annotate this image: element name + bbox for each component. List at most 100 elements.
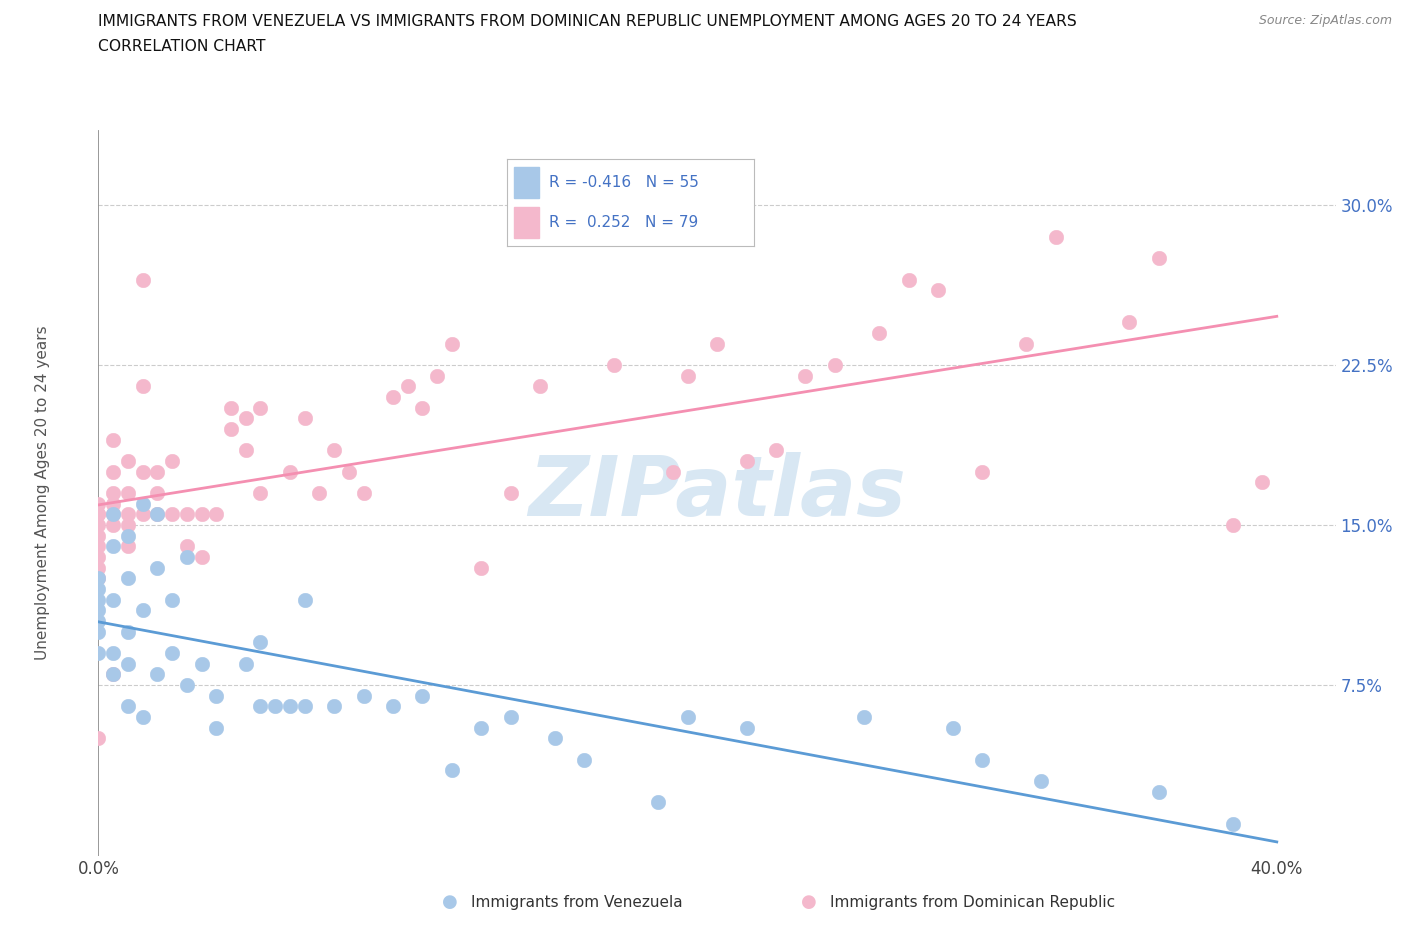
Point <box>101 507 124 522</box>
Point <box>897 272 920 287</box>
Point <box>1147 251 1170 266</box>
Point <box>87 571 110 586</box>
Point <box>824 357 846 372</box>
Point <box>87 614 110 629</box>
Point <box>499 485 522 500</box>
Point <box>544 731 567 746</box>
Point <box>235 657 257 671</box>
Text: Immigrants from Venezuela: Immigrants from Venezuela <box>471 895 683 910</box>
Point <box>117 657 139 671</box>
Point <box>176 550 198 565</box>
Point <box>1147 784 1170 799</box>
Point <box>1222 517 1244 532</box>
Point <box>87 731 110 746</box>
Point <box>1015 336 1038 351</box>
Point <box>131 272 153 287</box>
Point <box>87 528 110 543</box>
Point <box>205 507 228 522</box>
Point <box>176 507 198 522</box>
Point <box>190 507 212 522</box>
Point <box>603 357 626 372</box>
Point <box>499 710 522 724</box>
Point <box>972 464 994 479</box>
Point <box>117 571 139 586</box>
Point <box>294 592 316 607</box>
Point <box>117 485 139 500</box>
Point <box>131 379 153 393</box>
Point <box>706 336 728 351</box>
Point <box>249 698 271 713</box>
Point <box>117 454 139 469</box>
Point <box>278 698 301 713</box>
Point <box>87 517 110 532</box>
Point <box>440 763 463 777</box>
Point <box>87 571 110 586</box>
Point <box>249 635 271 650</box>
Point <box>278 464 301 479</box>
Point <box>868 326 890 340</box>
Point <box>101 667 124 682</box>
Point <box>396 379 419 393</box>
Point <box>382 390 405 405</box>
Point <box>574 752 596 767</box>
Point <box>308 485 330 500</box>
Point <box>146 464 169 479</box>
Point <box>1045 230 1067 245</box>
Point <box>101 464 124 479</box>
Point <box>353 485 375 500</box>
Point <box>662 464 685 479</box>
Text: R =  0.252   N = 79: R = 0.252 N = 79 <box>548 215 697 231</box>
Point <box>176 538 198 553</box>
Point <box>131 464 153 479</box>
Point <box>470 720 492 735</box>
Point <box>972 752 994 767</box>
Point <box>131 710 153 724</box>
Text: CORRELATION CHART: CORRELATION CHART <box>98 39 266 54</box>
Point <box>160 645 183 660</box>
Point <box>87 507 110 522</box>
Point <box>131 496 153 511</box>
Point <box>101 485 124 500</box>
Point <box>101 507 124 522</box>
Point <box>249 400 271 415</box>
Bar <box>515 167 538 198</box>
Point <box>470 560 492 575</box>
Point <box>529 379 551 393</box>
Point <box>411 688 433 703</box>
Point <box>382 698 405 713</box>
Point <box>117 698 139 713</box>
Point <box>735 720 758 735</box>
Point <box>87 560 110 575</box>
Point <box>160 507 183 522</box>
Point <box>1222 817 1244 831</box>
Point <box>87 592 110 607</box>
Point <box>337 464 360 479</box>
Point <box>323 698 346 713</box>
Point <box>117 517 139 532</box>
Point <box>765 443 787 458</box>
Point <box>426 368 449 383</box>
Point <box>1029 774 1052 789</box>
Point <box>87 645 110 660</box>
Point <box>160 454 183 469</box>
Point <box>235 443 257 458</box>
Point <box>176 677 198 692</box>
Text: R = -0.416   N = 55: R = -0.416 N = 55 <box>548 175 699 191</box>
Point <box>323 443 346 458</box>
Text: IMMIGRANTS FROM VENEZUELA VS IMMIGRANTS FROM DOMINICAN REPUBLIC UNEMPLOYMENT AMO: IMMIGRANTS FROM VENEZUELA VS IMMIGRANTS … <box>98 14 1077 29</box>
Text: Immigrants from Dominican Republic: Immigrants from Dominican Republic <box>830 895 1115 910</box>
Bar <box>515 207 538 238</box>
Point <box>101 432 124 447</box>
Point <box>101 592 124 607</box>
Text: ZIPatlas: ZIPatlas <box>529 452 905 534</box>
Point <box>1118 314 1140 329</box>
Point <box>101 496 124 511</box>
Point <box>117 624 139 639</box>
Point <box>87 496 110 511</box>
Text: ●: ● <box>800 893 817 911</box>
Point <box>294 411 316 426</box>
Point <box>676 710 699 724</box>
Point <box>735 454 758 469</box>
Point <box>794 368 817 383</box>
Point <box>942 720 965 735</box>
